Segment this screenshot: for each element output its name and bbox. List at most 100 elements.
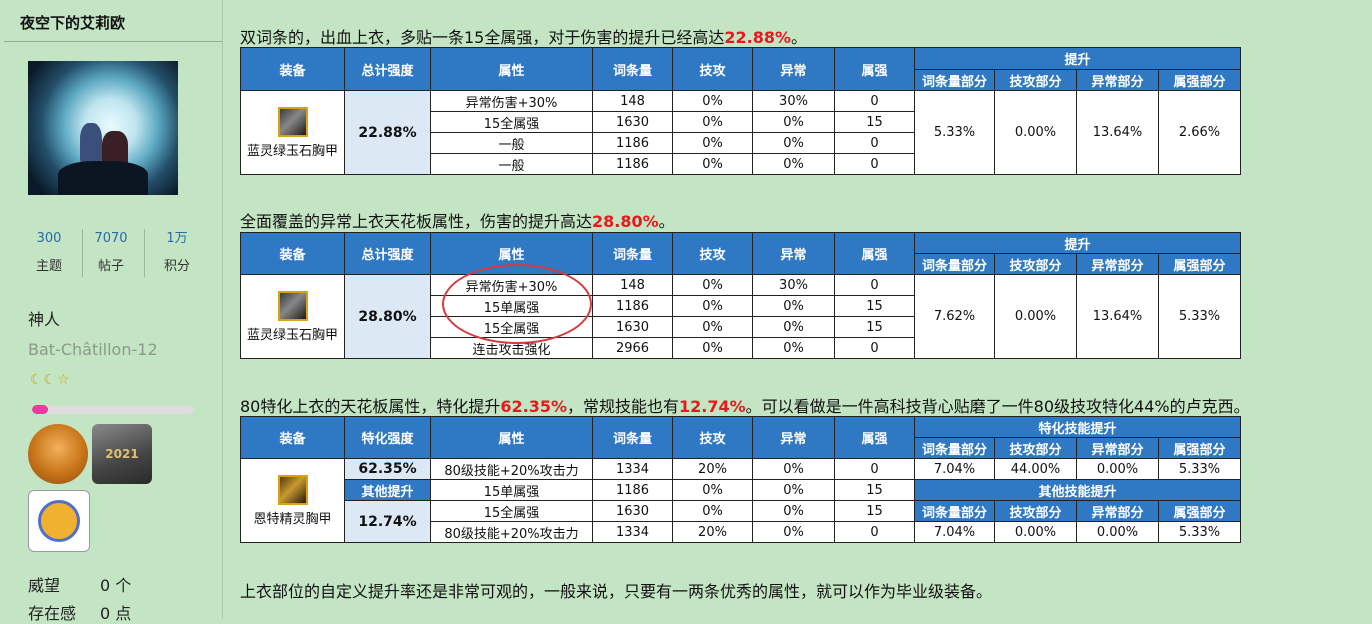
cell: 0: [834, 521, 915, 543]
presence-row: 存在感 0 点: [28, 600, 131, 624]
cell: 0: [834, 337, 915, 359]
stat-posts[interactable]: 7070 帖子: [86, 227, 136, 274]
boost2-cell: 0.00%: [994, 521, 1077, 543]
cell: 15: [834, 500, 915, 522]
stat-topics-value: 300: [36, 231, 62, 246]
equip-name: 蓝灵绿玉石胸甲: [246, 143, 338, 159]
header-boost: 提升: [913, 232, 1242, 254]
cell: 30%: [752, 274, 835, 296]
stat-topics[interactable]: 300 主题: [24, 227, 74, 274]
cell: 一般: [430, 153, 593, 175]
boost-cell: 0.00%: [1076, 458, 1159, 480]
section3-table: 装备 特化强度 属性 词条量 技攻 异常 属强 特化技能提升 词条量部分 技攻部…: [240, 416, 1242, 543]
user-title: Bat-Châtillon-12: [28, 340, 158, 359]
boost2-cell: 7.04%: [914, 521, 995, 543]
section3-highlight2: 12.74%: [679, 397, 746, 416]
equip-cell: 恩特精灵胸甲: [240, 458, 345, 543]
highlight-circle-annotation: [442, 264, 592, 344]
stat-posts-label: 帖子: [97, 259, 124, 274]
cell: 15: [834, 295, 915, 317]
armor-icon[interactable]: [277, 106, 308, 137]
cell: 0%: [672, 337, 753, 359]
cell: 30%: [752, 90, 835, 112]
header-abn: 异常: [752, 47, 835, 91]
cell: 0%: [752, 479, 835, 501]
cell: 0%: [672, 479, 753, 501]
cell: 1630: [592, 111, 673, 133]
cell: 0%: [752, 521, 835, 543]
user-rank: 神人: [28, 310, 61, 329]
equip-name: 恩特精灵胸甲: [253, 511, 332, 527]
section1-paragraph: 双词条的，出血上衣，多贴一条15全属强，对于伤害的提升已经高达22.88%。: [240, 24, 807, 48]
header-skill: 技攻: [672, 232, 753, 275]
cell: 0%: [672, 274, 753, 296]
header-total: 总计强度: [344, 47, 431, 91]
cell: 0%: [672, 500, 753, 522]
header-sub: 属强部分: [1157, 69, 1242, 91]
section1-text-end: 。: [791, 28, 808, 47]
cell: 20%: [672, 458, 753, 480]
user-stats: 300 主题 7070 帖子 1万 积分: [22, 227, 202, 282]
cell: 1334: [592, 521, 673, 543]
header-sub: 异常部分: [1076, 69, 1159, 91]
cell: 1186: [592, 132, 673, 154]
monkey-medal-icon[interactable]: [28, 424, 88, 484]
cell: 15: [834, 111, 915, 133]
character-medal-face: [38, 500, 80, 542]
header-boost: 提升: [913, 47, 1242, 70]
boost-cell: 7.62%: [914, 274, 995, 359]
reputation-row: 威望 0 个: [28, 572, 131, 596]
cell: 0%: [752, 458, 835, 480]
avatar[interactable]: [28, 61, 178, 195]
boost-cell: 5.33%: [1157, 458, 1242, 480]
cell: 0%: [672, 132, 753, 154]
section1-highlight: 22.88%: [724, 28, 792, 47]
total2-cell: 12.74%: [344, 500, 431, 543]
cell: 1186: [592, 295, 673, 317]
section2-paragraph: 全面覆盖的异常上衣天花板属性，伤害的提升高达28.80%。: [240, 208, 675, 232]
header-sub: 技攻部分: [994, 437, 1077, 459]
cell: 0%: [752, 316, 835, 338]
header-sub: 属强部分: [1157, 500, 1242, 522]
cell: 1630: [592, 500, 673, 522]
presence-value: 0 点: [100, 604, 132, 623]
header-sub: 异常部分: [1076, 500, 1159, 522]
section1-table: 装备 总计强度 属性 词条量 技攻 异常 属强 提升 词条量部分 技攻部分 异常…: [240, 47, 1242, 175]
cell: 15全属强: [430, 111, 593, 133]
section2-text-end: 。: [658, 212, 675, 231]
header-total: 总计强度: [344, 232, 431, 275]
user-sidebar: 夜空下的艾莉欧 300 主题 7070 帖子 1万 积分 神人 Bat-Chât…: [0, 0, 223, 623]
header-equip: 装备: [240, 232, 345, 275]
cell: 1334: [592, 458, 673, 480]
cell: 20%: [672, 521, 753, 543]
header-boost2: 其他技能提升: [913, 479, 1242, 501]
level-moons-icon: ☾☾☆: [30, 372, 71, 388]
armor-icon[interactable]: [277, 474, 308, 505]
header-sub: 属强部分: [1157, 253, 1242, 275]
stat-separator: [82, 229, 83, 277]
header-boost: 特化技能提升: [913, 416, 1242, 438]
other-boost-label: 其他提升: [344, 479, 431, 501]
character-medal-icon[interactable]: [28, 490, 90, 552]
section2-table: 装备 总计强度 属性 词条量 技攻 异常 属强 提升 词条量部分 技攻部分 异常…: [240, 232, 1242, 359]
header-sub: 异常部分: [1076, 253, 1159, 275]
header-skill: 技攻: [672, 416, 753, 459]
boost-cell: 44.00%: [994, 458, 1077, 480]
username[interactable]: 夜空下的艾莉欧: [20, 14, 126, 32]
header-sub: 词条量部分: [914, 500, 995, 522]
year-medal-icon[interactable]: 2021: [92, 424, 152, 484]
sidebar-divider: [4, 41, 222, 42]
boost2-cell: 0.00%: [1076, 521, 1159, 543]
cell: 2966: [592, 337, 673, 359]
cell: 1186: [592, 479, 673, 501]
cell: 0%: [672, 295, 753, 317]
level-progress-fill: [32, 405, 49, 414]
header-sub: 词条量部分: [914, 437, 995, 459]
armor-icon[interactable]: [277, 290, 308, 321]
stat-points[interactable]: 1万 积分: [152, 227, 202, 274]
section3-text: 80特化上衣的天花板属性，特化提升: [240, 397, 501, 416]
header-abn: 异常: [752, 232, 835, 275]
total-cell: 22.88%: [344, 90, 431, 175]
cell: 1630: [592, 316, 673, 338]
section3-text-end: 。可以看做是一件高科技背心贴磨了一件80级技攻特化44%的卢克西。: [745, 397, 1250, 416]
